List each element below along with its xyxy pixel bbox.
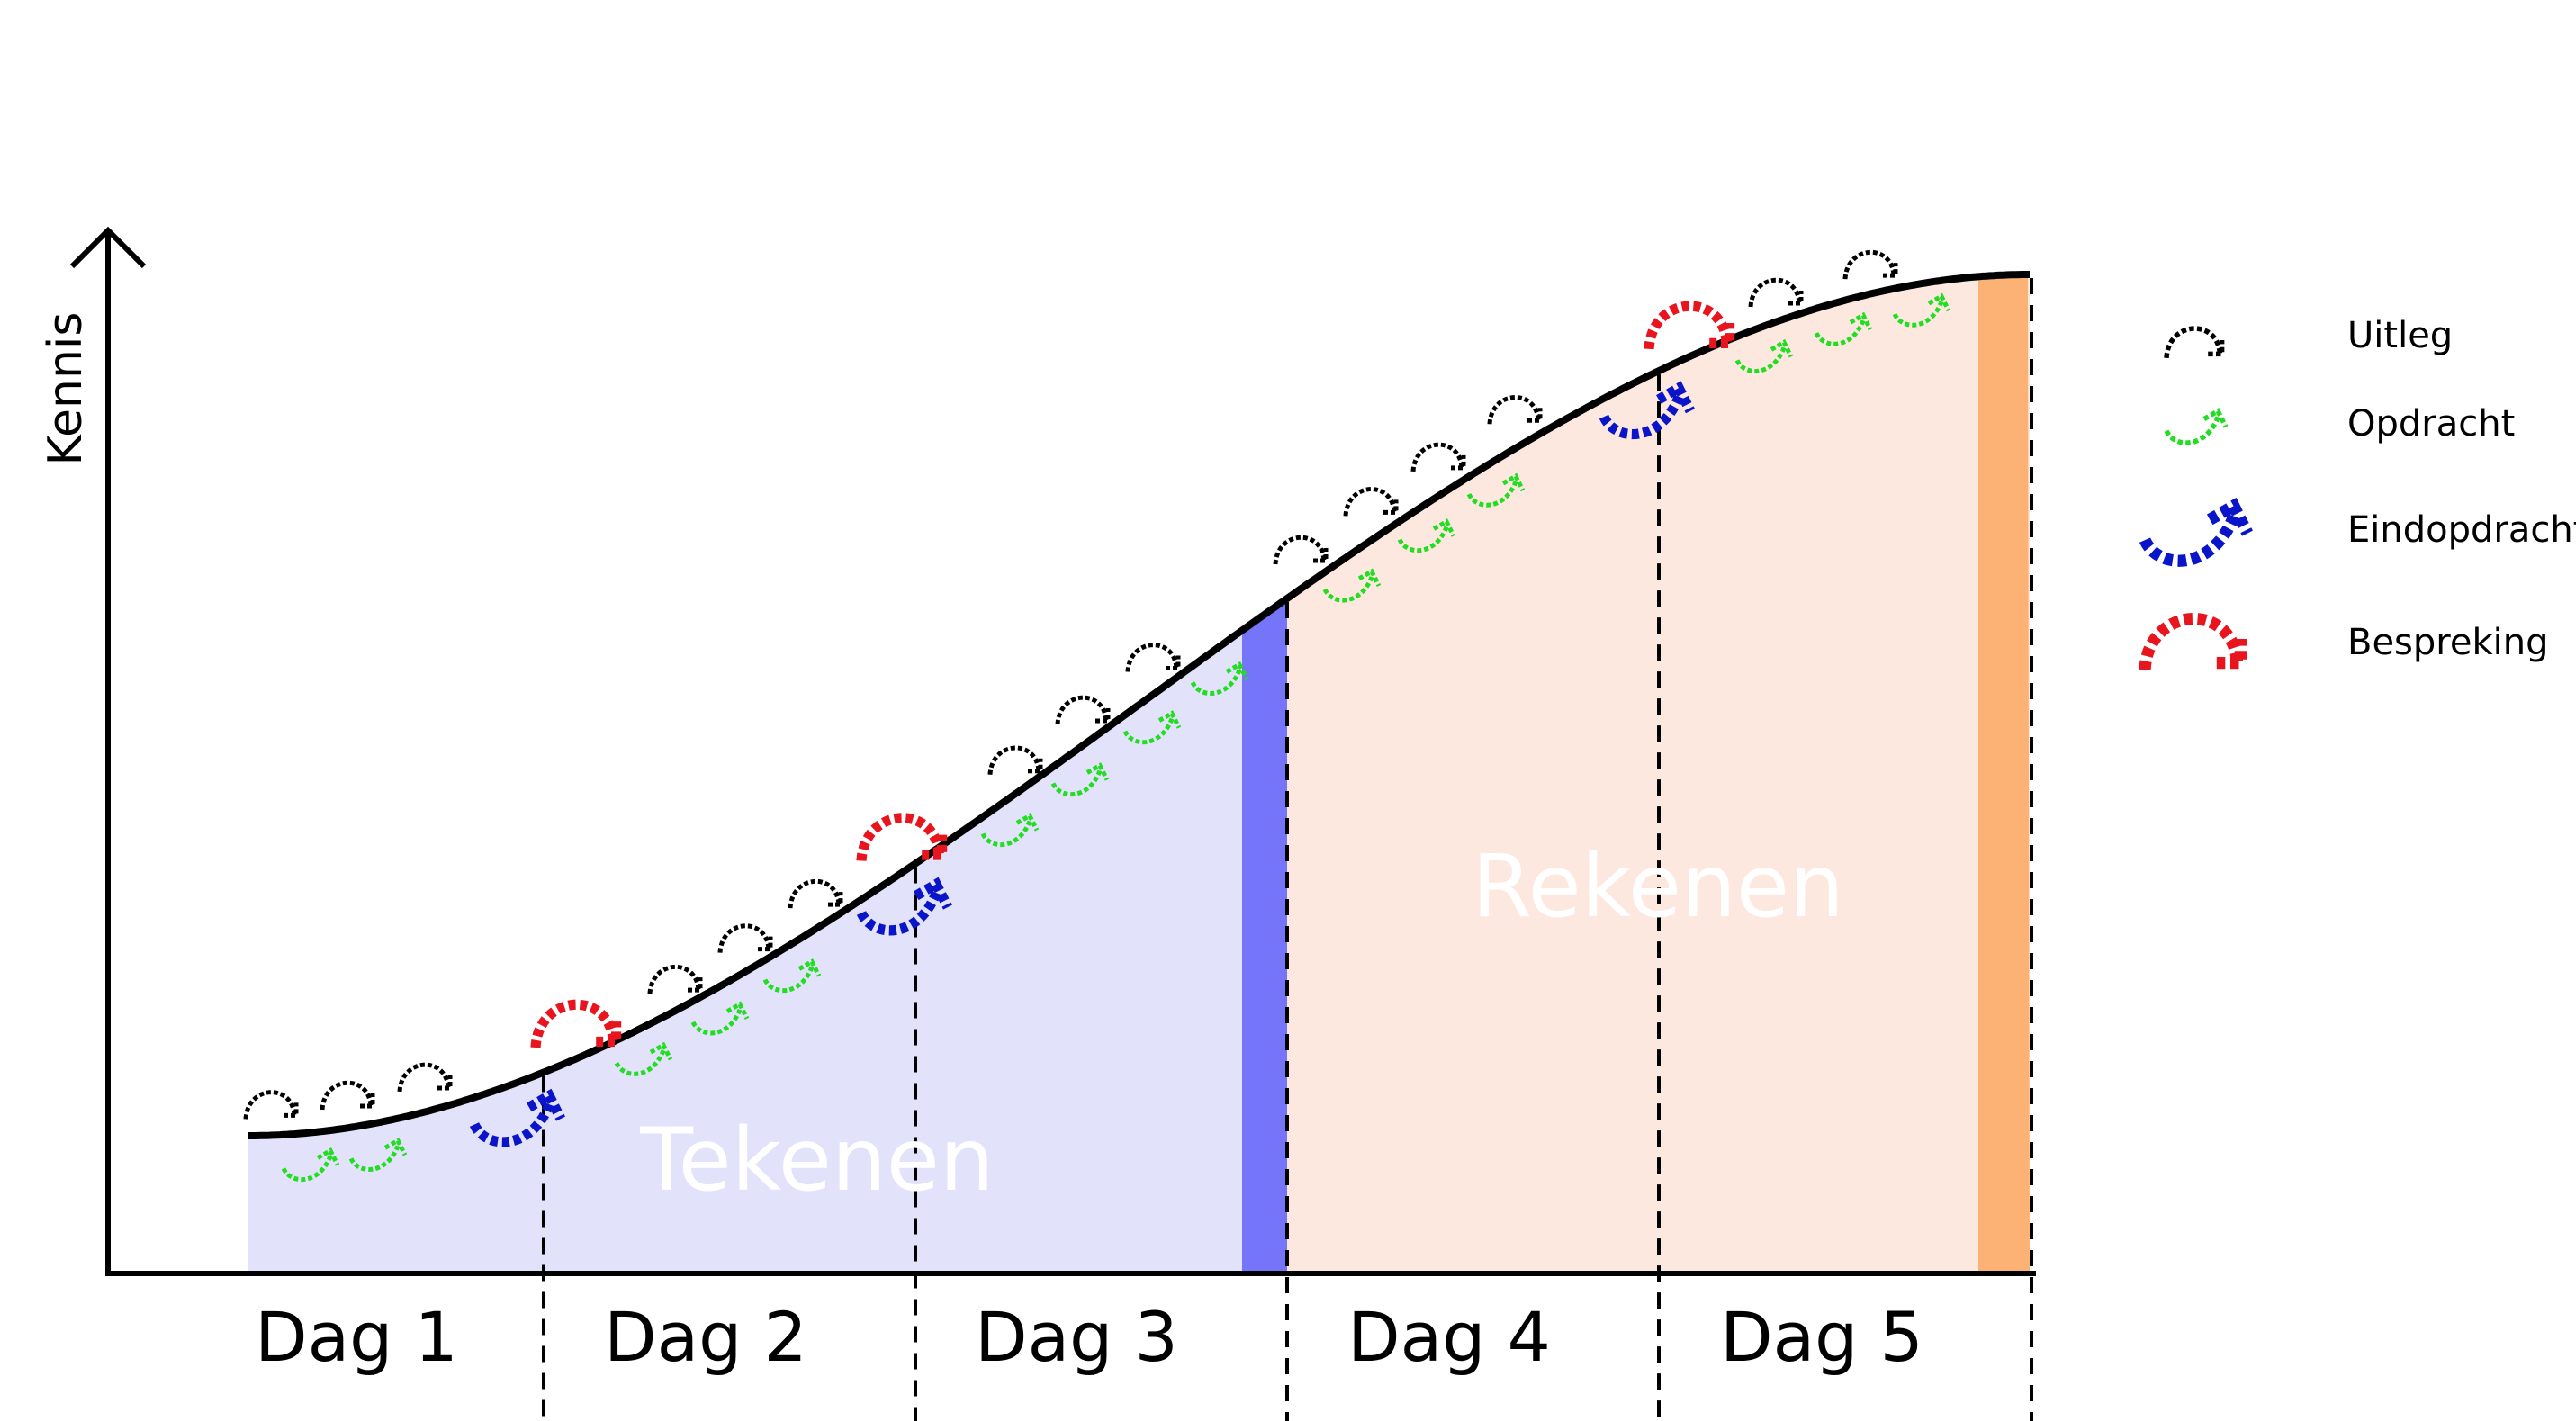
opdracht-arrow-icon [980, 812, 1040, 848]
tekenen-area [248, 598, 1287, 1273]
eindopdracht-arrow-icon [2139, 497, 2253, 567]
eindopdracht-arrow-icon [469, 1088, 566, 1147]
uitleg-arrow-icon [1125, 643, 1181, 672]
uitleg-arrow-icon [1055, 695, 1111, 725]
bespreking-arrow-icon [1644, 301, 1735, 350]
opdracht-arrow-icon [1122, 710, 1182, 745]
bespreking-arrow-icon [530, 999, 622, 1048]
opdracht-arrow-icon [1892, 292, 1951, 328]
day-label-5: Dag 5 [1720, 1297, 1923, 1377]
uitleg-arrow-icon [397, 1062, 453, 1093]
uitleg-arrow-icon [717, 923, 773, 953]
opdracht-arrow-icon [1397, 518, 1456, 553]
tekenen-end-band [1242, 598, 1287, 1273]
opdracht-arrow-icon [1814, 311, 1873, 346]
uitleg-arrow-icon [1273, 535, 1329, 565]
opdracht-arrow-icon [614, 1041, 673, 1076]
uitleg-arrow-icon [647, 964, 703, 994]
rekenen-area [1287, 274, 2030, 1273]
legend-label-bespreking: Bespreking [2347, 622, 2548, 663]
tekenen-label: Tekenen [639, 1110, 994, 1210]
uitleg-arrow-icon [2164, 326, 2225, 359]
opdracht-arrow-icon [348, 1137, 408, 1172]
uitleg-arrow-icon [987, 745, 1043, 776]
day-separators [542, 278, 2033, 1421]
bespreking-arrow-icon [2139, 613, 2247, 670]
activity-arrows [243, 249, 1951, 1183]
uitleg-arrow-icon [320, 1080, 375, 1111]
opdracht-arrow-icon [1466, 472, 1526, 508]
uitleg-arrow-icon [1410, 442, 1466, 472]
opdracht-arrow-icon [1190, 661, 1249, 696]
eindopdracht-arrow-icon [2139, 497, 2253, 567]
uitleg-arrow-icon [243, 1090, 299, 1120]
uitleg-arrow-icon [1842, 249, 1898, 280]
bespreking-arrow-icon [2139, 613, 2247, 670]
uitleg-arrow-icon [2164, 326, 2225, 359]
legend-label-eindopdracht: Eindopdracht [2347, 509, 2576, 551]
eindopdracht-arrow-icon [856, 877, 953, 936]
uitleg-arrow-icon [1748, 277, 1804, 308]
day-label-1: Dag 1 [255, 1297, 458, 1377]
bespreking-arrow-icon [856, 813, 948, 862]
opdracht-arrow-icon [690, 1001, 750, 1036]
day-label-3: Dag 3 [975, 1297, 1178, 1377]
opdracht-arrow-icon [762, 958, 822, 994]
y-axis-label: Kennis [39, 312, 93, 466]
opdracht-arrow-icon [2164, 407, 2229, 445]
legend: Uitleg Opdracht Eindopdracht Bespreking [2139, 315, 2576, 670]
legend-label-uitleg: Uitleg [2347, 315, 2453, 356]
uitleg-arrow-icon [1487, 395, 1543, 425]
opdracht-arrow-icon [281, 1147, 340, 1183]
uitleg-arrow-icon [788, 878, 843, 909]
opdracht-arrow-icon [1050, 762, 1110, 797]
opdracht-arrow-icon [1734, 338, 1794, 373]
uitleg-arrow-icon [1343, 487, 1399, 517]
eindopdracht-arrow-icon [1599, 381, 1696, 440]
day-label-2: Dag 2 [604, 1297, 807, 1377]
opdracht-arrow-icon [1322, 568, 1382, 603]
opdracht-arrow-icon [2164, 407, 2229, 445]
day-label-4: Dag 4 [1347, 1297, 1551, 1377]
rekenen-label: Rekenen [1472, 836, 1843, 937]
rekenen-end-band [1978, 274, 2030, 1273]
legend-label-opdracht: Opdracht [2347, 403, 2515, 445]
y-axis-arrowhead [69, 226, 147, 269]
